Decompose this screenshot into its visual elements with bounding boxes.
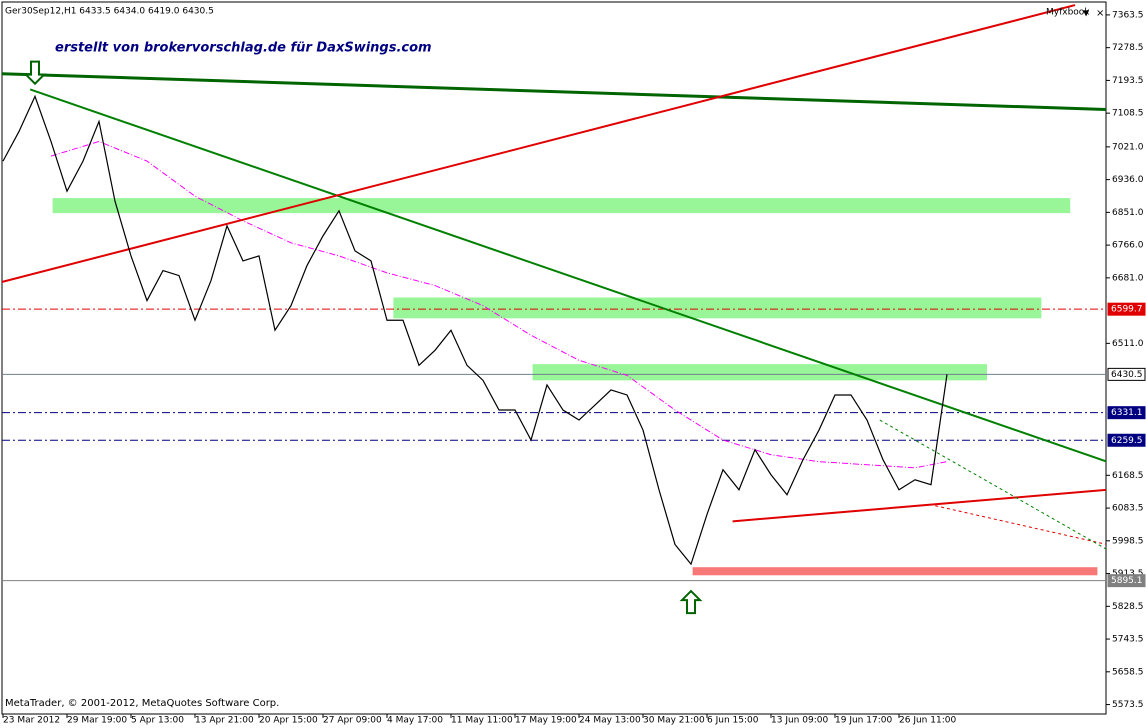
y-tick-label: 6936.0 bbox=[1112, 175, 1144, 185]
trend-line bbox=[879, 419, 1106, 550]
menu-icon[interactable]: ▼ bbox=[1083, 9, 1090, 18]
level-label: 6331.1 bbox=[1111, 408, 1143, 418]
y-tick-label: 5998.5 bbox=[1112, 536, 1144, 546]
y-tick-label: 7193.5 bbox=[1112, 76, 1144, 86]
y-tick-label: 5658.5 bbox=[1112, 667, 1144, 677]
annotation: erstellt von brokervorschlag.de für DaxS… bbox=[55, 41, 432, 56]
trend-line bbox=[2, 4, 1076, 283]
zone bbox=[393, 297, 1042, 319]
y-tick-label: 7021.0 bbox=[1112, 142, 1144, 152]
y-tick-label: 6681.0 bbox=[1112, 273, 1144, 283]
level-tag bbox=[1107, 433, 1146, 447]
y-tick-label: 7108.5 bbox=[1112, 109, 1144, 119]
x-tick-label: 4 May 17:00 bbox=[387, 716, 443, 726]
close-icon[interactable]: × bbox=[1096, 8, 1104, 19]
x-tick-label: 13 Apr 21:00 bbox=[195, 716, 254, 726]
zone bbox=[52, 198, 1071, 214]
x-tick-label: 5 Apr 13:00 bbox=[131, 716, 184, 726]
x-tick-label: 30 May 21:00 bbox=[643, 716, 705, 726]
y-tick-label: 5913.5 bbox=[1112, 569, 1144, 579]
trend-line bbox=[929, 503, 1106, 545]
x-tick-label: 23 Mar 2012 bbox=[3, 716, 60, 726]
y-tick-label: 5828.5 bbox=[1112, 602, 1144, 612]
level-label: 5895.1 bbox=[1111, 576, 1143, 586]
level-label: 6599.7 bbox=[1111, 305, 1143, 315]
y-tick-label: 6511.0 bbox=[1112, 339, 1144, 349]
y-tick-label: 7363.5 bbox=[1112, 10, 1144, 20]
y-tick-label: 6083.5 bbox=[1112, 504, 1144, 514]
y-tick-label: 6766.0 bbox=[1112, 241, 1144, 251]
brand: Myfxbook bbox=[1046, 8, 1090, 18]
level-tag bbox=[1107, 367, 1146, 381]
level-label: 6430.5 bbox=[1111, 370, 1143, 380]
x-tick-label: 17 May 19:00 bbox=[515, 716, 577, 726]
trend-line bbox=[2, 72, 1106, 111]
plot-area bbox=[2, 4, 1106, 615]
zone bbox=[692, 567, 1098, 576]
x-tick-label: 11 May 11:00 bbox=[451, 716, 513, 726]
moving-average bbox=[50, 140, 948, 469]
y-tick-label: 7278.5 bbox=[1112, 43, 1144, 53]
signal-arrow bbox=[23, 60, 47, 86]
level-label: 6259.5 bbox=[1111, 436, 1143, 446]
x-tick-label: 19 Jun 17:00 bbox=[835, 716, 892, 726]
trend-line bbox=[29, 88, 1106, 463]
x-tick-label: 13 Jun 09:00 bbox=[771, 716, 828, 726]
signal-arrow bbox=[679, 589, 703, 615]
x-tick-label: 20 Apr 15:00 bbox=[259, 716, 318, 726]
y-tick-label: 5743.5 bbox=[1112, 635, 1144, 645]
x-tick-label: 6 Jun 15:00 bbox=[707, 716, 759, 726]
trend-line bbox=[732, 488, 1106, 523]
x-tick-label: 24 May 13:00 bbox=[579, 716, 641, 726]
chart-title: Ger30Sep12,H1 6433.5 6434.0 6419.0 6430.… bbox=[5, 7, 214, 17]
level-tag bbox=[1107, 574, 1146, 588]
level-tag bbox=[1107, 302, 1146, 316]
footer: MetaTrader, © 2001-2012, MetaQuotes Soft… bbox=[5, 698, 279, 709]
level-tag bbox=[1107, 406, 1146, 420]
price-line bbox=[2, 94, 948, 566]
y-tick-label: 5573.5 bbox=[1112, 700, 1144, 710]
x-tick-label: 29 Mar 19:00 bbox=[67, 716, 127, 726]
y-tick-label: 6851.0 bbox=[1112, 208, 1144, 218]
zone bbox=[532, 364, 987, 381]
y-tick-label: 6168.5 bbox=[1112, 471, 1144, 481]
plot-frame bbox=[1, 1, 1107, 715]
x-tick-label: 26 Jun 11:00 bbox=[899, 716, 956, 726]
x-tick-label: 27 Apr 09:00 bbox=[323, 716, 382, 726]
